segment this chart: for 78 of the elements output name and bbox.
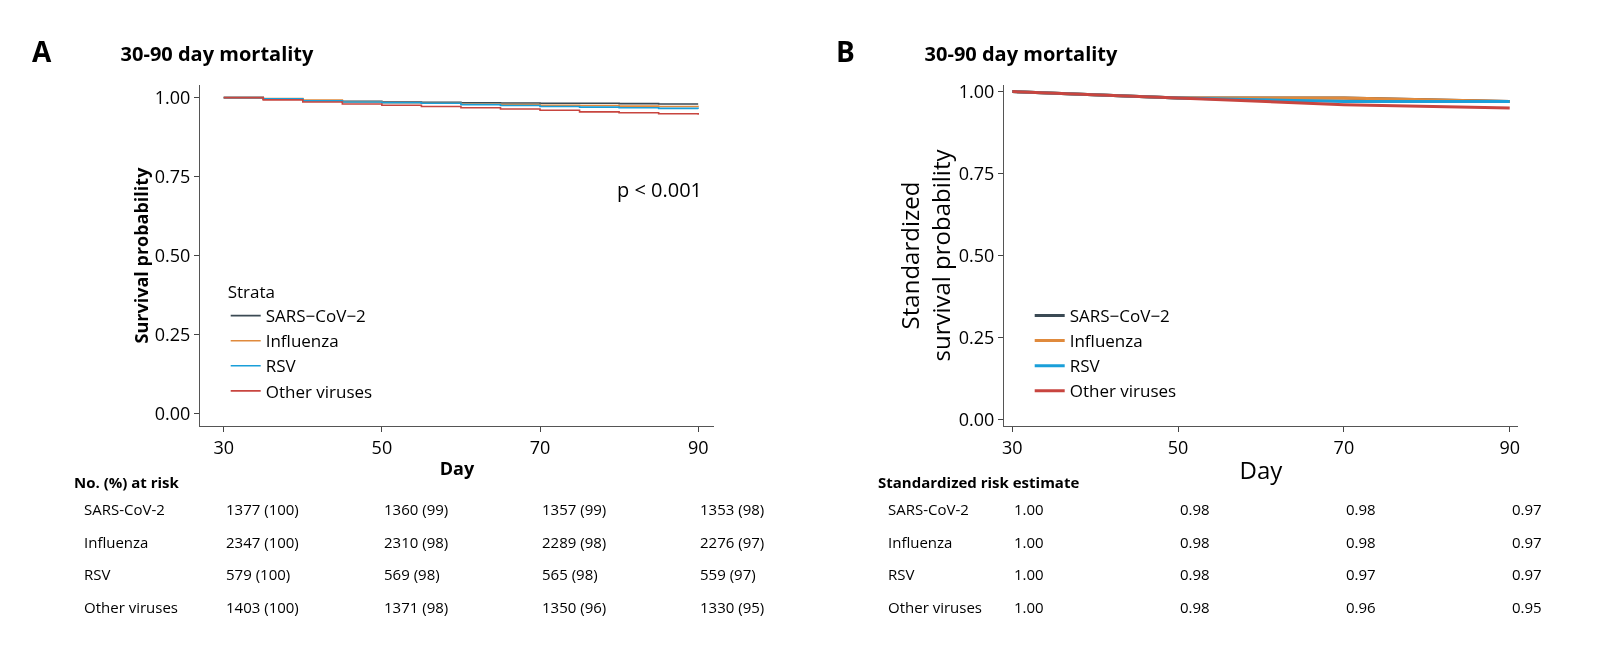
text: 1350 (96) (542, 597, 607, 617)
legend-label: SARS−CoV−2 (1069, 304, 1170, 328)
y-tick-label: 1.00 (958, 78, 995, 103)
text: No. (%) at risk (74, 472, 180, 492)
text: 0.95 (1512, 597, 1542, 617)
x-axis-title: Day (1239, 452, 1284, 486)
text: 1360 (99) (384, 499, 449, 519)
x-tick-label: 70 (1333, 434, 1355, 459)
chart-title: 30-90 day mortality (120, 39, 315, 67)
text: Influenza (888, 532, 953, 552)
text: 0.98 (1180, 564, 1210, 584)
y-tick-label: 0.75 (958, 160, 995, 185)
text: B (836, 32, 855, 70)
legend-label: Influenza (1069, 329, 1143, 353)
x-tick-label: 50 (371, 434, 393, 459)
text: 0.97 (1512, 564, 1542, 584)
x-tick-label: 70 (529, 434, 551, 459)
text: 2276 (97) (700, 532, 765, 552)
text: 1.00 (1014, 532, 1044, 552)
text: 559 (97) (700, 564, 756, 584)
chart-title: 30-90 day mortality (924, 39, 1119, 67)
text: A (32, 32, 52, 70)
legend-label: Other viruses (1069, 379, 1177, 403)
y-axis-title: Standardized survival probability (892, 148, 957, 362)
text: RSV (84, 564, 111, 584)
y-tick-label: 0.75 (154, 163, 191, 188)
text: Other viruses (84, 597, 178, 617)
text: 0.97 (1512, 532, 1542, 552)
x-axis-title: Day (439, 455, 475, 480)
y-axis-title: Survival probability (128, 166, 153, 344)
legend-label: Influenza (265, 329, 339, 353)
text: 0.97 (1346, 564, 1376, 584)
text: 1403 (100) (226, 597, 299, 617)
y-tick-label: 0.50 (154, 242, 191, 267)
x-tick-label: 30 (1001, 434, 1023, 459)
legend-label: SARS−CoV−2 (265, 304, 366, 328)
x-tick-label: 30 (213, 434, 235, 459)
text: Influenza (84, 532, 149, 552)
y-tick-label: 0.25 (958, 324, 995, 349)
text: 0.98 (1346, 499, 1376, 519)
text: 579 (100) (226, 564, 291, 584)
text: 0.97 (1512, 499, 1542, 519)
text: Other viruses (888, 597, 982, 617)
y-tick-label: 0.00 (958, 406, 995, 431)
legend-label: Other viruses (265, 379, 373, 403)
text: SARS-CoV-2 (888, 499, 969, 519)
x-tick-label: 50 (1167, 434, 1189, 459)
text: 0.98 (1180, 532, 1210, 552)
text: 1.00 (1014, 597, 1044, 617)
text: 1371 (98) (384, 597, 449, 617)
text: 2289 (98) (542, 532, 607, 552)
text: 1357 (99) (542, 499, 607, 519)
x-tick-label: 90 (1499, 434, 1521, 459)
y-tick-label: 0.25 (154, 321, 191, 346)
text: 565 (98) (542, 564, 598, 584)
text: 1353 (98) (700, 499, 765, 519)
text: Standardized risk estimate (878, 472, 1080, 492)
legend-label: RSV (265, 354, 297, 378)
text: 1377 (100) (226, 499, 299, 519)
text: 1330 (95) (700, 597, 765, 617)
text: RSV (888, 564, 915, 584)
x-tick-label: 90 (687, 434, 709, 459)
text: 1.00 (1014, 564, 1044, 584)
annotation: p < 0.001 (617, 176, 703, 203)
legend-label: RSV (1069, 354, 1101, 378)
text: 0.98 (1180, 499, 1210, 519)
y-tick-label: 1.00 (154, 84, 191, 109)
text: 0.98 (1346, 532, 1376, 552)
y-tick-label: 0.00 (154, 400, 191, 425)
text: 2310 (98) (384, 532, 449, 552)
text: 569 (98) (384, 564, 440, 584)
text: SARS-CoV-2 (84, 499, 165, 519)
text: 1.00 (1014, 499, 1044, 519)
legend-title: Strata (227, 280, 275, 304)
y-tick-label: 0.50 (958, 242, 995, 267)
text: 0.98 (1180, 597, 1210, 617)
text: 2347 (100) (226, 532, 299, 552)
text: 0.96 (1346, 597, 1376, 617)
